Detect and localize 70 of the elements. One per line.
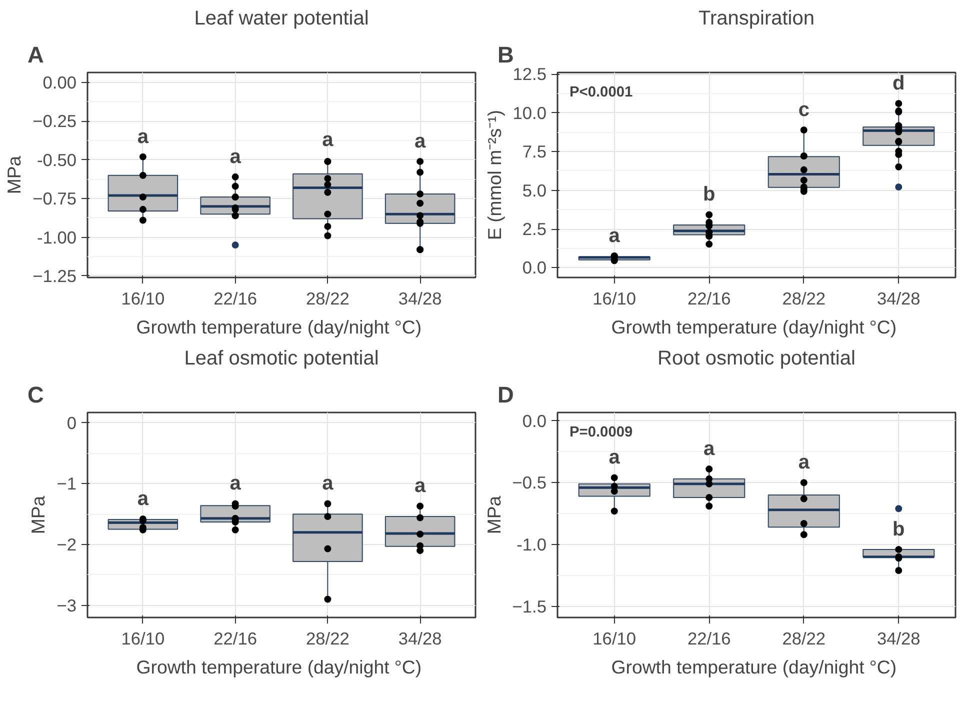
x-tick-label: 22/16 xyxy=(687,628,731,648)
text: B xyxy=(498,42,514,68)
y-tick-label: 10.0 xyxy=(512,102,547,123)
y-tick-label: 0.0 xyxy=(522,258,547,278)
y-tick-label: −0.25 xyxy=(32,111,77,132)
y-axis-title: MPa xyxy=(28,495,49,534)
y-axis-title: MPa xyxy=(483,495,504,534)
chart-title: Transpiration xyxy=(698,8,814,30)
x-tick-label: 22/16 xyxy=(214,628,258,648)
y-tick-label: −0.75 xyxy=(32,188,77,209)
chart-title: Leaf water potential xyxy=(194,8,369,30)
y-tick-label: 0.0 xyxy=(522,410,547,431)
annotation: a xyxy=(322,472,334,495)
y-axis-title: MPa xyxy=(4,155,25,194)
y-tick-label: −0.5 xyxy=(512,472,547,493)
annotation: a xyxy=(608,446,621,469)
annotation: a xyxy=(137,488,150,510)
x-tick-label: 28/22 xyxy=(782,628,826,648)
annotation: b xyxy=(703,184,716,206)
annotation: a xyxy=(230,146,242,168)
y-tick-label: -0.50 xyxy=(37,150,77,170)
y-tick-label: −1.25 xyxy=(32,266,77,286)
x-axis-title: Growth temperature (day/night °C) xyxy=(136,656,422,678)
y-tick-label: -1.0 xyxy=(516,534,546,555)
annotation: a xyxy=(414,475,427,498)
annotation: a xyxy=(704,438,716,460)
annotation: b xyxy=(892,518,905,540)
chart-title: Root osmotic potential xyxy=(658,348,856,370)
x-tick-label: 16/10 xyxy=(592,288,636,308)
x-tick-label: 34/28 xyxy=(876,288,920,308)
annotation: a xyxy=(608,224,621,247)
x-tick-label: 28/22 xyxy=(782,288,826,308)
chart-title: Leaf osmotic potential xyxy=(184,348,379,370)
text: C xyxy=(28,382,44,408)
x-axis-title: Growth temperature (day/night °C) xyxy=(611,656,897,678)
annotation: a xyxy=(414,130,427,152)
text: A xyxy=(28,42,44,68)
y-tick-label: 2.5 xyxy=(522,219,547,239)
y-tick-label: 0.00 xyxy=(42,72,77,93)
annotation: d xyxy=(892,72,905,94)
y-axis-title: E (mmol m⁻²s⁻¹) xyxy=(484,110,505,240)
y-tick-label: 12.5 xyxy=(512,64,547,84)
annotation: a xyxy=(230,472,242,495)
x-tick-label: 16/10 xyxy=(592,628,636,648)
x-tick-label: 28/22 xyxy=(306,628,350,648)
y-tick-label: 7.5 xyxy=(522,142,547,162)
y-tick-label: -1.00 xyxy=(37,227,77,248)
y-tick-label: −3 xyxy=(56,595,77,616)
x-tick-label: 16/10 xyxy=(121,628,165,648)
y-tick-label: −2 xyxy=(56,534,77,555)
annotation: a xyxy=(137,126,150,148)
annotation: a xyxy=(322,128,334,151)
y-tick-label: −1 xyxy=(56,474,77,494)
x-tick-label: 34/28 xyxy=(398,628,442,648)
annotation: c xyxy=(798,98,810,121)
y-tick-label: −1.5 xyxy=(512,596,547,616)
x-tick-label: 28/22 xyxy=(306,288,350,308)
annotation: a xyxy=(798,452,810,474)
annotation: P<0.0001 xyxy=(570,84,633,100)
x-axis-title: Growth temperature (day/night °C) xyxy=(136,316,422,338)
y-tick-label: 5.0 xyxy=(522,180,547,200)
text: D xyxy=(498,382,514,408)
x-tick-label: 34/28 xyxy=(876,628,920,648)
x-tick-label: 16/10 xyxy=(121,288,165,308)
x-tick-label: 22/16 xyxy=(214,288,258,308)
y-tick-label: 0 xyxy=(66,412,77,433)
x-tick-label: 22/16 xyxy=(687,288,731,308)
annotation: P=0.0009 xyxy=(570,424,633,440)
x-tick-label: 34/28 xyxy=(398,288,442,308)
x-axis-title: Growth temperature (day/night °C) xyxy=(611,316,897,338)
